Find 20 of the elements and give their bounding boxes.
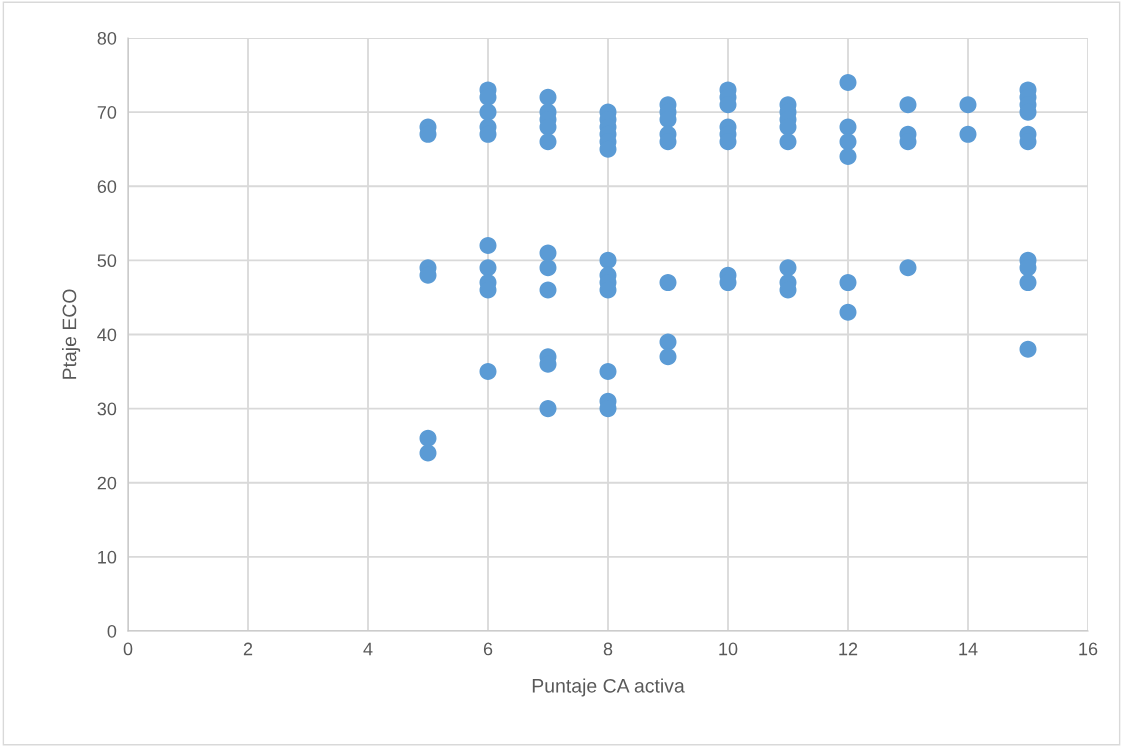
x-tick-label: 4 (363, 642, 373, 656)
y-tick-label: 30 (97, 402, 117, 416)
x-tick-label: 14 (959, 642, 978, 656)
x-tick-label: 2 (243, 642, 253, 656)
y-tick-label: 40 (97, 328, 117, 342)
x-tick-label: 0 (123, 642, 133, 656)
y-tick-label: 60 (97, 180, 117, 193)
x-tick-label: 16 (1079, 642, 1098, 656)
y-tick-label: 70 (97, 106, 117, 119)
x-tick-label: 12 (839, 642, 858, 656)
y-tick-label: 50 (97, 254, 117, 268)
x-tick-label: 10 (719, 642, 738, 656)
y-tick-label: 0 (107, 624, 117, 638)
x-tick-label: 8 (603, 642, 613, 656)
x-axis-title: Puntaje CA activa (532, 678, 685, 697)
y-tick-label: 10 (98, 550, 117, 564)
y-axis-title: Ptaje ECO (62, 289, 81, 379)
x-tick-label: 6 (483, 642, 493, 656)
y-tick-label: 80 (97, 31, 117, 45)
y-tick-label: 20 (97, 476, 117, 490)
